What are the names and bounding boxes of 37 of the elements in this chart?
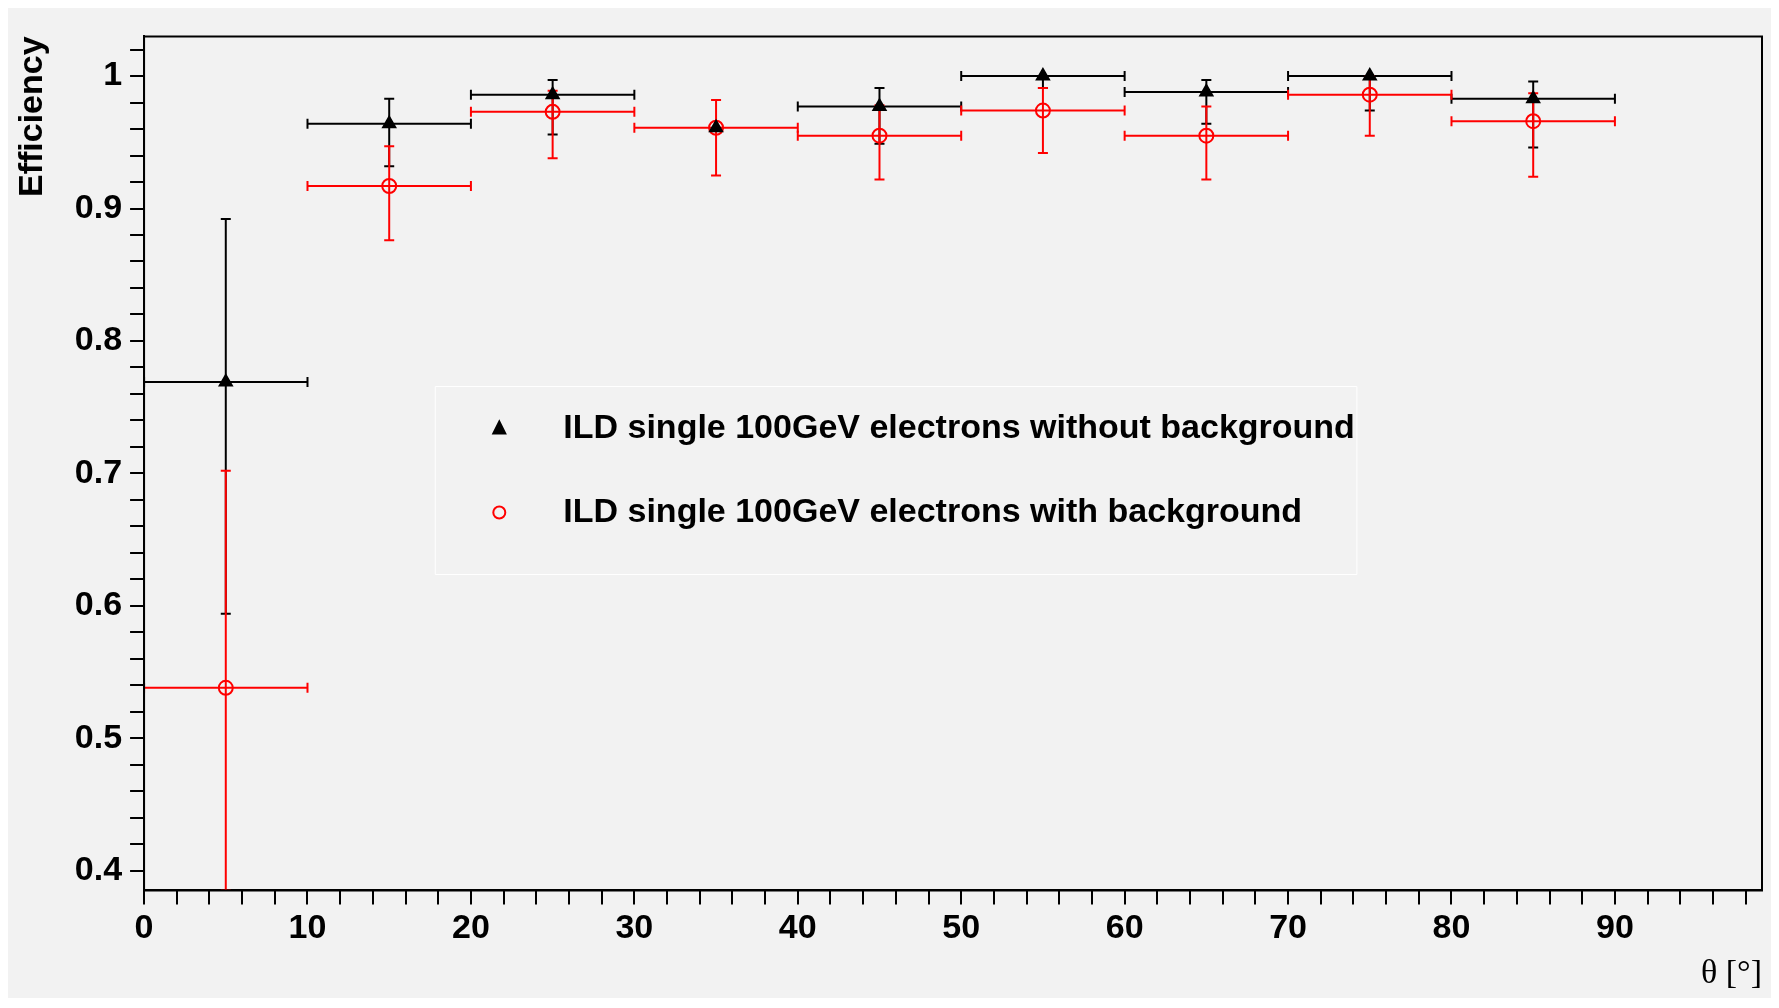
point (872, 98, 887, 112)
point (1034, 102, 1051, 119)
point (382, 115, 397, 129)
point (1361, 86, 1378, 103)
x-tick-label: 50 (942, 907, 981, 946)
y-tick-label: 0.8 (74, 319, 123, 358)
point (1199, 84, 1214, 97)
x-tick-label: 40 (778, 907, 817, 946)
y-tick-label: 0.9 (74, 186, 123, 225)
y-tick-label: 0.4 (74, 848, 123, 887)
point (544, 103, 561, 120)
point (1198, 127, 1215, 144)
point (381, 178, 398, 195)
y-tick-label: 0.5 (74, 716, 123, 755)
point (545, 86, 560, 100)
legend-label: ILD single 100GeV electrons without background (563, 406, 1355, 445)
y-tick-label: 0.7 (74, 451, 123, 490)
point (1525, 113, 1542, 130)
y-tick-label: 1 (103, 54, 123, 93)
x-tick-label: 90 (1596, 907, 1634, 946)
point (871, 127, 888, 144)
point (1526, 90, 1541, 104)
y-axis-title: Efficiency (10, 36, 49, 198)
legend-label: ILD single 100GeV electrons with background (563, 490, 1303, 529)
point (1362, 68, 1377, 81)
x-tick-label: 80 (1432, 907, 1471, 946)
x-tick-label: 0 (134, 907, 154, 946)
point (217, 679, 234, 696)
x-tick-label: 10 (288, 907, 327, 946)
x-tick-label: 70 (1269, 907, 1307, 946)
x-tick-label: 20 (452, 907, 490, 946)
point (1035, 68, 1050, 81)
x-axis-title: θ [°] (1700, 952, 1762, 990)
x-tick-label: 60 (1105, 907, 1144, 946)
point (218, 373, 233, 387)
x-tick-label: 30 (615, 907, 654, 946)
y-tick-label: 0.6 (74, 584, 123, 623)
